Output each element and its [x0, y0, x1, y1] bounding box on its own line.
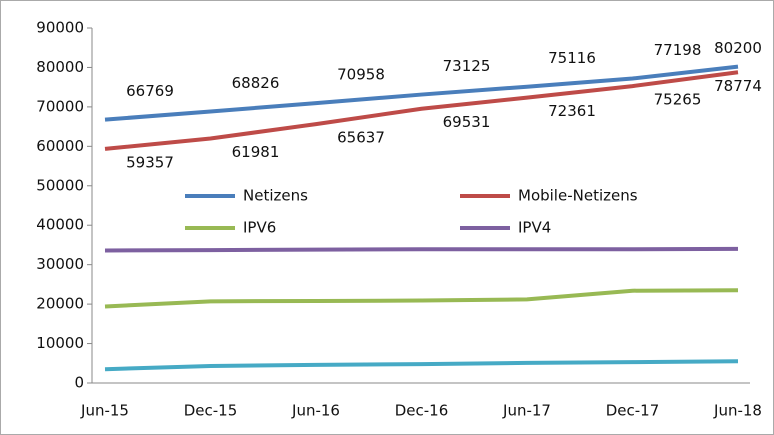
- x-tick-label: Jun-17: [502, 402, 551, 420]
- data-label: 59357: [126, 153, 174, 171]
- line: [104, 64, 739, 122]
- y-tick-label: 20000: [36, 295, 84, 313]
- data-label: 61981: [232, 143, 280, 161]
- data-label: 72361: [548, 102, 596, 120]
- y-tick-label: 10000: [36, 334, 84, 352]
- data-label: 68826: [232, 74, 280, 92]
- legend-label: IPV4: [518, 219, 551, 237]
- line: [104, 70, 739, 151]
- data-label: 66769: [126, 82, 174, 100]
- x-tick-label: Jun-16: [291, 402, 340, 420]
- y-tick-label: 0: [74, 374, 84, 392]
- y-tick-label: 30000: [36, 255, 84, 273]
- line: [104, 246, 739, 253]
- data-label: 70958: [337, 66, 385, 84]
- x-tick-label: Jun-15: [80, 402, 129, 420]
- x-tick-label: Jun-18: [713, 402, 762, 420]
- legend-label: Mobile-Netizens: [518, 187, 638, 205]
- data-label: 77198: [654, 41, 702, 59]
- y-tick-label: 80000: [36, 58, 84, 76]
- y-tick-label: 60000: [36, 137, 84, 155]
- x-tick-label: Dec-15: [184, 402, 238, 420]
- x-tick-label: Dec-17: [606, 402, 660, 420]
- x-tick-label: Dec-16: [395, 402, 449, 420]
- data-label: 75116: [548, 49, 596, 67]
- data-label: 78774: [714, 77, 762, 95]
- data-label: 75265: [654, 91, 702, 109]
- data-label: 80200: [714, 39, 762, 57]
- y-tick-label: 70000: [36, 97, 84, 115]
- y-tick-label: 50000: [36, 176, 84, 194]
- legend-label: IPV6: [243, 219, 276, 237]
- line: [104, 359, 739, 372]
- data-label: 65637: [337, 129, 385, 147]
- data-label: 69531: [443, 113, 491, 131]
- legend-label: Netizens: [243, 187, 308, 205]
- y-tick-label: 40000: [36, 216, 84, 234]
- data-label: 73125: [443, 57, 491, 75]
- line: [104, 288, 739, 309]
- y-tick-label: 90000: [36, 19, 84, 37]
